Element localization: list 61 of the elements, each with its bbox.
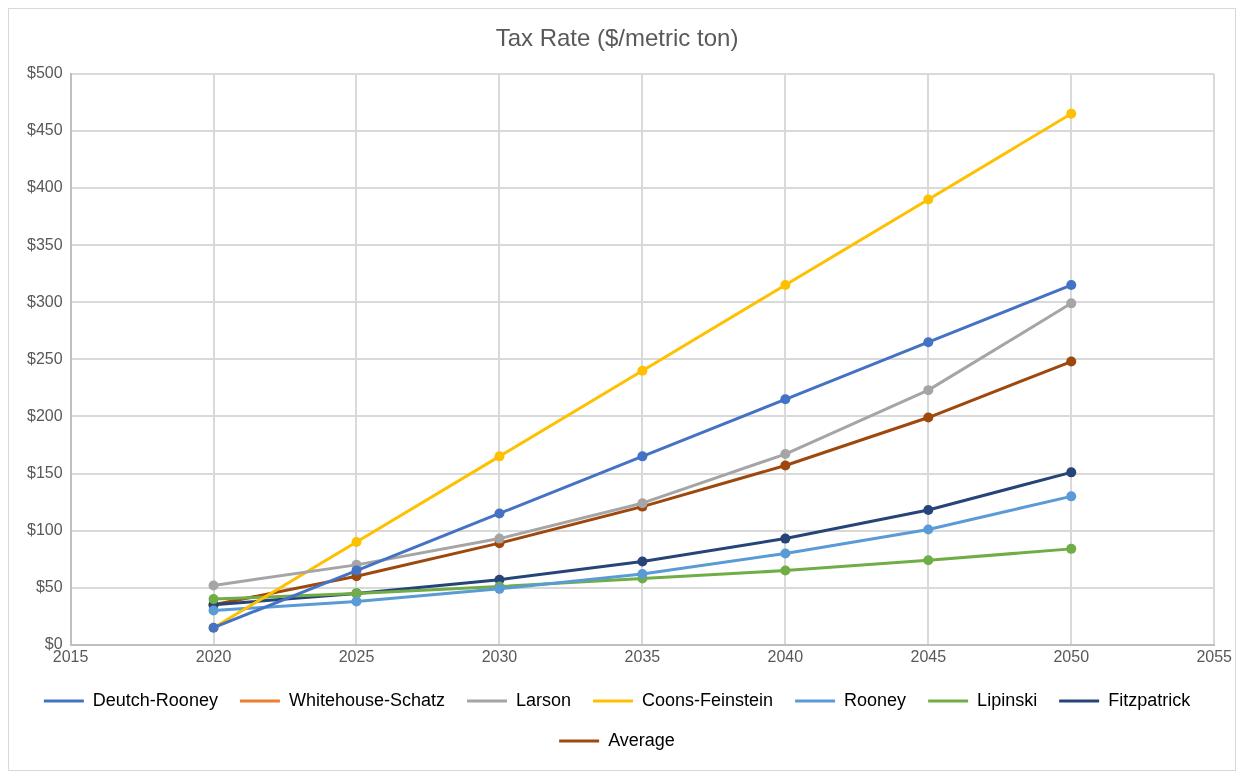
point: [637, 556, 648, 567]
point: [208, 580, 219, 591]
point: [1066, 356, 1077, 367]
point: [1066, 543, 1077, 554]
x-tick-label: 2025: [338, 647, 375, 665]
y-tick-label: $500: [27, 64, 63, 82]
y-tick-label: $100: [27, 521, 63, 539]
legend-label: Coons-Feinstein: [642, 689, 774, 710]
y-tick-label: $250: [27, 349, 63, 367]
x-tick-label: 2020: [195, 647, 232, 665]
y-tick-label: $200: [27, 406, 63, 424]
y-tick-label: $450: [27, 121, 63, 139]
point: [351, 565, 362, 576]
legend-label: Fitzpatrick: [1108, 689, 1192, 710]
y-tick-label: $350: [27, 235, 63, 253]
x-tick-label: 2030: [481, 647, 518, 665]
legend-label: Rooney: [844, 689, 907, 710]
point: [637, 451, 648, 462]
point: [923, 505, 934, 516]
point: [1066, 491, 1077, 502]
x-tick-label: 2035: [624, 647, 661, 665]
point: [1066, 280, 1077, 291]
point: [780, 565, 791, 576]
point: [637, 569, 648, 579]
point: [923, 194, 934, 205]
legend-label: Larson: [515, 689, 572, 710]
y-tick-label: $150: [27, 463, 63, 481]
point: [1066, 108, 1077, 119]
point: [780, 394, 791, 405]
point: [923, 337, 934, 348]
point: [494, 533, 505, 544]
x-tick-label: 2045: [910, 647, 947, 665]
point: [780, 533, 791, 544]
y-tick-label: $400: [27, 178, 63, 196]
point: [208, 605, 219, 616]
point: [780, 449, 791, 460]
point: [351, 596, 362, 607]
point: [208, 594, 219, 605]
legend-label: Average: [608, 729, 675, 750]
point: [923, 524, 934, 535]
point: [494, 451, 505, 462]
x-tick-label: 2055: [1196, 647, 1233, 665]
point: [923, 385, 934, 396]
y-tick-label: $50: [35, 578, 63, 596]
point: [637, 365, 648, 376]
x-tick-label: 2050: [1053, 647, 1090, 665]
point: [780, 280, 791, 291]
legend-label: Deutch-Rooney: [92, 689, 218, 710]
point: [923, 412, 934, 423]
x-tick-label: 2040: [767, 647, 804, 665]
point: [1066, 298, 1077, 309]
point: [494, 508, 505, 519]
point: [780, 548, 791, 559]
point: [923, 555, 934, 566]
chart-title: Tax Rate ($/metric ton): [495, 24, 739, 52]
point: [351, 537, 362, 548]
point: [1066, 467, 1077, 478]
point: [780, 460, 791, 471]
y-tick-label: $300: [27, 292, 63, 310]
legend-label: Lipinski: [977, 689, 1038, 710]
legend-label: Whitehouse-Schatz: [288, 689, 445, 710]
